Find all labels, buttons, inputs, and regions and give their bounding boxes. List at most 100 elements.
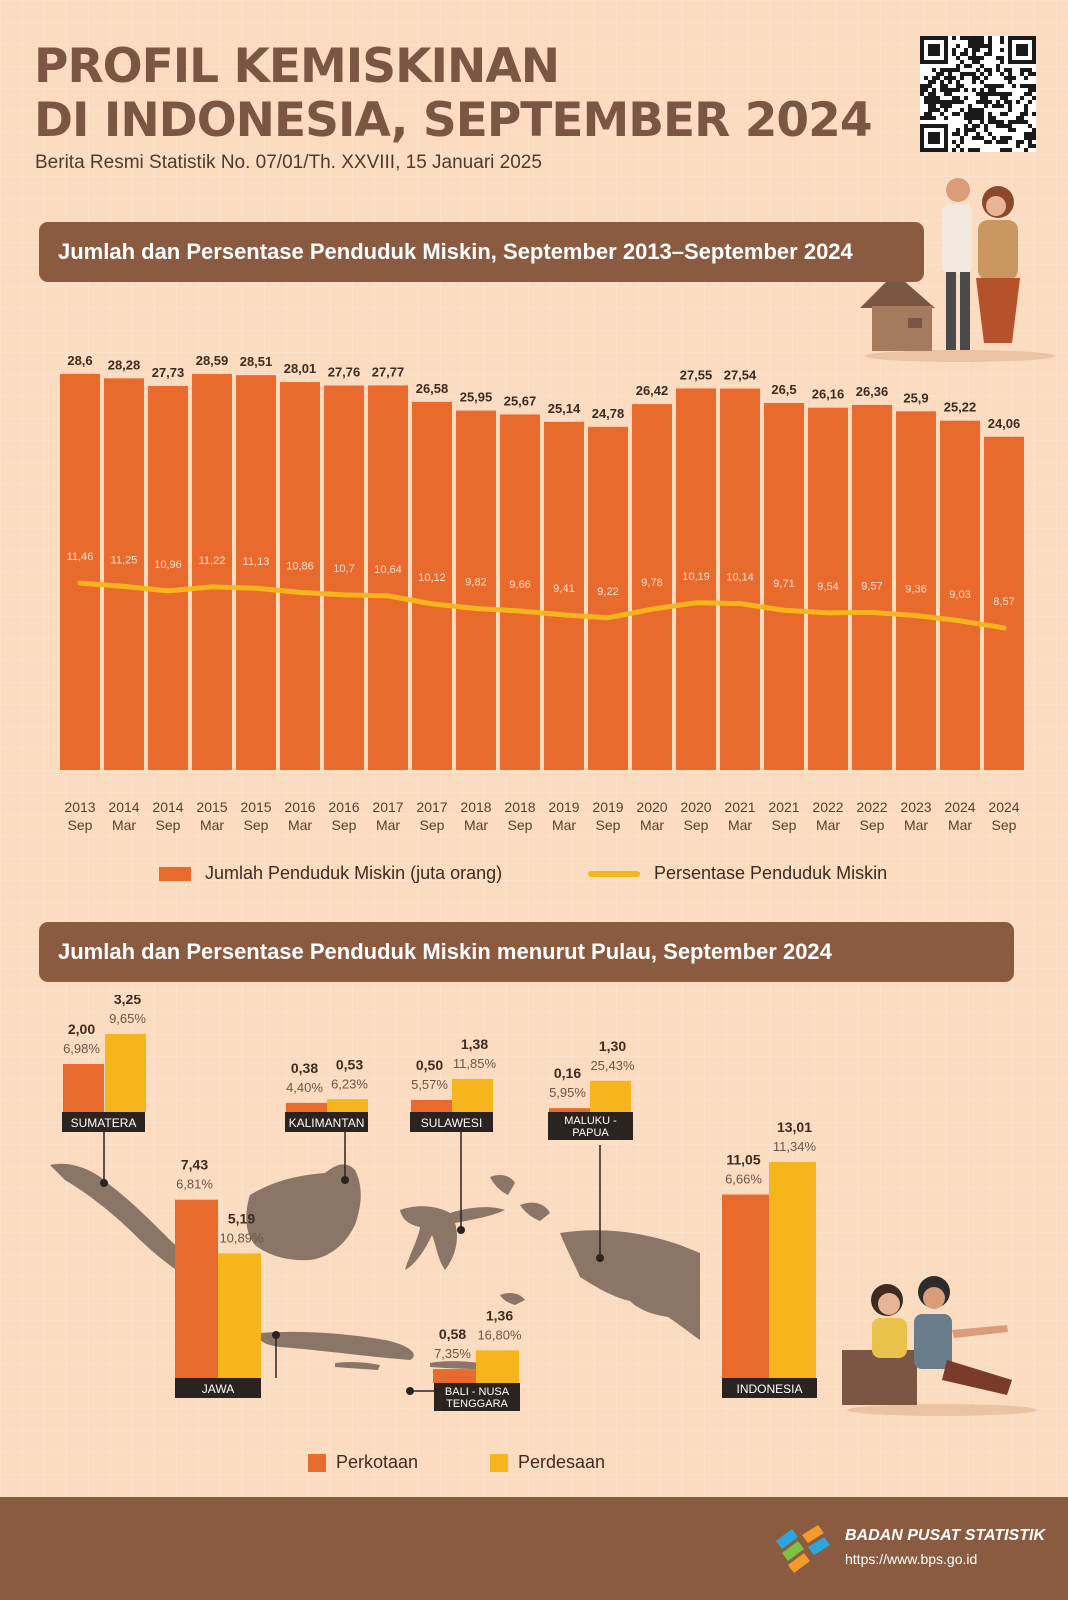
qr-module xyxy=(944,76,948,80)
qr-module xyxy=(972,40,976,44)
qr-module xyxy=(932,116,936,120)
legend-urban-item: Perkotaan xyxy=(308,1452,418,1473)
qr-module xyxy=(976,116,980,120)
qr-module xyxy=(924,116,928,120)
qr-module xyxy=(956,132,960,136)
qr-module xyxy=(1032,112,1036,116)
qr-module xyxy=(1024,108,1028,112)
qr-module xyxy=(964,72,968,76)
line-value-label: 11,13 xyxy=(243,556,270,568)
qr-module xyxy=(964,112,968,116)
qr-module xyxy=(972,112,976,116)
qr-module xyxy=(992,92,996,96)
qr-module xyxy=(1020,96,1024,100)
bar-value-label: 25,14 xyxy=(548,401,581,416)
region-label-box xyxy=(434,1383,520,1411)
qr-module xyxy=(1008,76,1012,80)
qr-module xyxy=(1024,112,1028,116)
qr-module xyxy=(968,112,972,116)
line-value-label: 10,12 xyxy=(418,572,446,584)
qr-module xyxy=(1016,120,1020,124)
title-line-2: DI INDONESIA, SEPTEMBER 2024 xyxy=(34,93,873,148)
qr-module xyxy=(984,76,988,80)
qr-module xyxy=(932,88,936,92)
qr-module xyxy=(1000,140,1004,144)
title-line-1: PROFIL KEMISKINAN xyxy=(34,39,560,94)
qr-module xyxy=(952,112,956,116)
qr-module xyxy=(936,100,940,104)
qr-module xyxy=(928,96,932,100)
bar-value-label: 28,51 xyxy=(240,354,273,369)
qr-module xyxy=(960,60,964,64)
qr-module xyxy=(940,112,944,116)
footer-url-link[interactable]: https://www.bps.go.id xyxy=(845,1551,978,1567)
qr-module xyxy=(984,140,988,144)
urban-bar xyxy=(722,1194,769,1378)
qr-module xyxy=(972,48,976,52)
bps-logo-icon[interactable] xyxy=(768,1521,834,1577)
rural-value-label: 1,38 xyxy=(461,1036,488,1052)
legend-bar-item: Jumlah Penduduk Miskin (juta orang) xyxy=(159,863,502,884)
qr-module xyxy=(1012,84,1016,88)
region-poverty-chart: 2,00 6,98% 3,25 9,65% SUMATERA 0,38 4,40% 0,53 6… xyxy=(50,995,817,1411)
rural-pct-label: 11,34% xyxy=(773,1139,817,1154)
poverty-trend-chart: 28,6 11,46 2013 Sep 28,28 11,25 2014 Mar 27,73 10… xyxy=(60,353,1024,833)
rural-pct-label: 16,80% xyxy=(477,1327,522,1342)
qr-module xyxy=(988,92,992,96)
legend-urban-label: Perkotaan xyxy=(336,1452,419,1472)
qr-module xyxy=(936,96,940,100)
qr-module xyxy=(1000,104,1004,108)
qr-module xyxy=(1032,96,1036,100)
qr-module xyxy=(988,68,992,72)
trend-bar xyxy=(544,421,584,770)
region-label-box xyxy=(285,1112,368,1132)
qr-module xyxy=(952,88,956,92)
x-tick-year: 2015 xyxy=(196,799,227,815)
line-value-label: 11,22 xyxy=(199,555,226,567)
qr-module xyxy=(948,92,952,96)
qr-module xyxy=(956,112,960,116)
qr-module xyxy=(956,84,960,88)
x-tick-year: 2021 xyxy=(724,799,755,815)
qr-module xyxy=(984,104,988,108)
qr-module xyxy=(1008,124,1012,128)
qr-module xyxy=(980,136,984,140)
qr-module xyxy=(964,128,968,132)
qr-module xyxy=(1008,120,1012,124)
qr-module xyxy=(960,108,964,112)
qr-module xyxy=(952,52,956,56)
qr-code-icon[interactable] xyxy=(920,36,1036,152)
qr-module xyxy=(928,80,932,84)
qr-module xyxy=(980,108,984,112)
map-connector-dot xyxy=(272,1331,280,1339)
qr-module xyxy=(1032,136,1036,140)
section-banner-region: Jumlah dan Persentase Penduduk Miskin me… xyxy=(39,922,1014,982)
qr-module xyxy=(1004,136,1008,140)
urban-value-label: 7,43 xyxy=(181,1157,208,1173)
trend-bar xyxy=(192,374,232,770)
qr-module xyxy=(1008,128,1012,132)
qr-module xyxy=(956,80,960,84)
qr-finder-core xyxy=(1016,44,1028,56)
qr-module xyxy=(980,88,984,92)
qr-module xyxy=(1004,92,1008,96)
qr-module xyxy=(944,92,948,96)
qr-module xyxy=(1028,140,1032,144)
qr-module xyxy=(1000,56,1004,60)
region-label-box xyxy=(62,1112,145,1132)
line-value-label: 9,36 xyxy=(905,584,926,596)
qr-module xyxy=(1000,72,1004,76)
rural-bar xyxy=(769,1162,816,1378)
qr-module xyxy=(980,100,984,104)
qr-module xyxy=(1004,140,1008,144)
urban-pct-label: 5,57% xyxy=(411,1077,448,1092)
qr-module xyxy=(956,96,960,100)
line-value-label: 9,41 xyxy=(553,583,574,595)
rural-pct-label: 11,85% xyxy=(453,1056,497,1071)
qr-module xyxy=(988,132,992,136)
qr-module xyxy=(972,136,976,140)
qr-module xyxy=(920,116,924,120)
qr-module xyxy=(960,36,964,40)
qr-module xyxy=(928,116,932,120)
qr-module xyxy=(964,48,968,52)
